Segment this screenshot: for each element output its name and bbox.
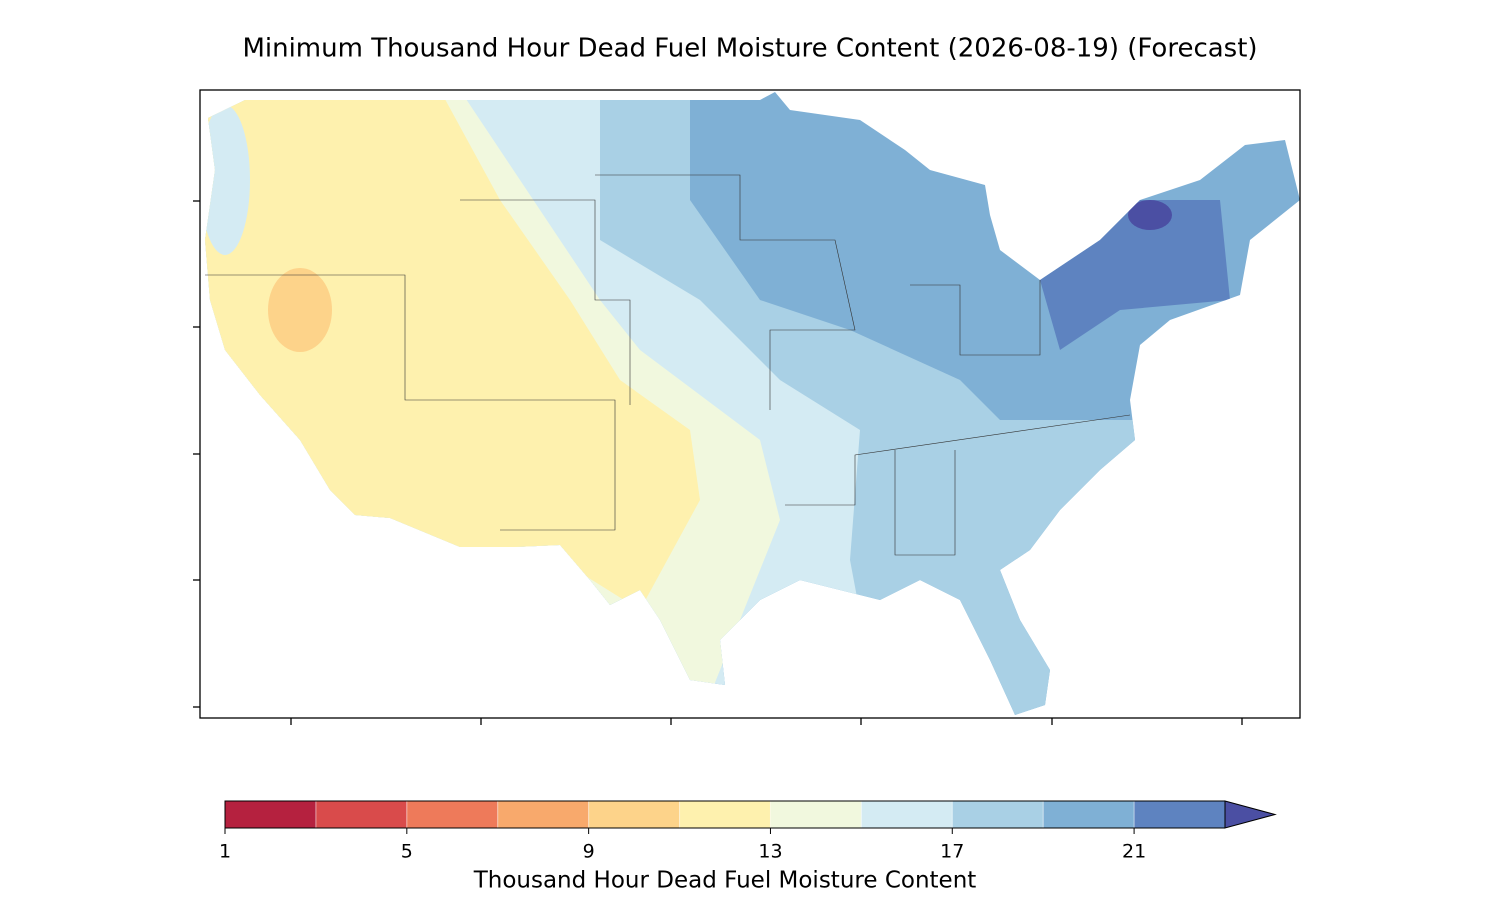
moisture-region bbox=[268, 268, 332, 352]
colorbar-segment bbox=[952, 801, 1044, 828]
map-title: Minimum Thousand Hour Dead Fuel Moisture… bbox=[242, 34, 1257, 64]
colorbar-tick-label: 13 bbox=[758, 841, 782, 863]
colorbar-segment bbox=[1043, 801, 1135, 828]
colorbar-segment bbox=[679, 801, 771, 828]
moisture-region bbox=[1128, 200, 1172, 230]
colorbar-segment bbox=[588, 801, 680, 828]
colorbar-tick-label: 5 bbox=[401, 841, 413, 863]
colorbar-segment bbox=[770, 801, 862, 828]
moisture-region bbox=[1040, 200, 1230, 350]
colorbar-segment bbox=[315, 801, 407, 828]
state-borders bbox=[205, 174, 1131, 556]
colorbar-segment bbox=[406, 801, 498, 828]
colorbar-segment bbox=[861, 801, 953, 828]
colorbar-tick-label: 1 bbox=[219, 841, 231, 863]
colorbar-label: Thousand Hour Dead Fuel Moisture Content bbox=[473, 868, 977, 894]
colorbar-tick-label: 21 bbox=[1122, 841, 1146, 863]
colorbar-segment bbox=[497, 801, 589, 828]
colorbar-outline bbox=[224, 800, 1225, 829]
moisture-region bbox=[205, 105, 250, 255]
frame-ticks bbox=[193, 200, 1243, 725]
colorbar: 1 5 9 13 17 21 bbox=[219, 800, 1277, 863]
map-frame bbox=[199, 89, 1301, 719]
colorbar-segment bbox=[1134, 801, 1225, 828]
colorbar-segment bbox=[225, 801, 316, 828]
colorbar-tick-label: 9 bbox=[583, 841, 595, 863]
colorbar-extension bbox=[1224, 800, 1277, 829]
colorbar-tick-label: 17 bbox=[940, 841, 964, 863]
moisture-field bbox=[205, 92, 1300, 715]
